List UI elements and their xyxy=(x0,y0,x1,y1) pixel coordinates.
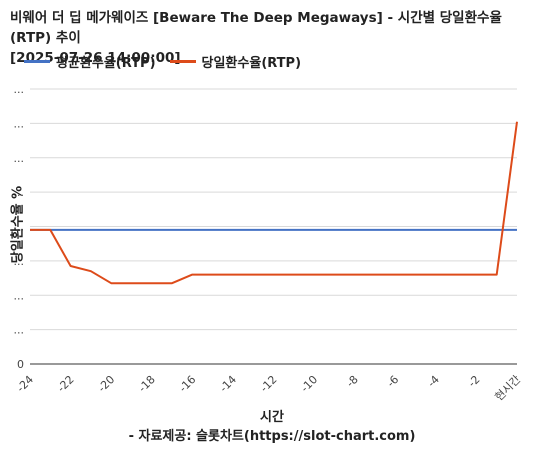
x-tick-label: -14 xyxy=(217,373,239,395)
x-tick-label: -22 xyxy=(55,373,77,395)
legend-label-daily: 당일환수율(RTP) xyxy=(201,56,302,71)
y-tick-label: 0 xyxy=(17,358,24,371)
y-tick-label: ... xyxy=(14,289,25,302)
y-tick-label: ... xyxy=(14,186,25,199)
x-tick-label: -18 xyxy=(136,373,158,395)
x-tick-label: -8 xyxy=(344,373,361,390)
legend: 평균환수율(RTP) 당일환수율(RTP) xyxy=(24,52,301,71)
x-tick-label: 현시간 xyxy=(492,373,523,404)
chart-subtitle: [2025-07-26 14:00:00] xyxy=(10,50,181,66)
y-tick-label: ... xyxy=(14,117,25,130)
legend-swatch-average xyxy=(24,60,50,63)
source-credit: - 자료제공: 슬롯차트(https://slot-chart.com) xyxy=(128,429,416,444)
y-tick-label: ... xyxy=(14,324,25,337)
legend-item-daily[interactable]: 당일환수율(RTP) xyxy=(169,52,302,71)
x-tick-label: -24 xyxy=(14,373,36,395)
y-tick-label: ... xyxy=(14,83,25,96)
chart-title-text: 비웨어 더 딥 메가웨이즈 [Beware The Deep Megaways]… xyxy=(10,10,502,46)
y-tick-label: ... xyxy=(14,255,25,268)
x-tick-label: -20 xyxy=(95,373,117,395)
chart-title: 비웨어 더 딥 메가웨이즈 [Beware The Deep Megaways]… xyxy=(10,8,540,68)
y-tick-label: ... xyxy=(14,221,25,234)
series-line-daily xyxy=(30,121,518,285)
x-tick-label: -6 xyxy=(384,373,401,390)
y-axis-label: 당일환수율 % xyxy=(10,185,26,264)
legend-item-average[interactable]: 평균환수율(RTP) xyxy=(24,52,156,71)
x-tick-label: -2 xyxy=(466,373,483,390)
legend-label-average: 평균환수율(RTP) xyxy=(56,56,156,71)
x-axis-label: 시간 xyxy=(260,410,284,425)
y-tick-label: ... xyxy=(14,152,25,165)
x-tick-label: -4 xyxy=(425,373,442,390)
x-tick-label: -16 xyxy=(177,373,199,395)
x-tick-label: -12 xyxy=(258,373,280,395)
legend-swatch-daily xyxy=(169,60,196,63)
x-tick-label: -10 xyxy=(298,373,320,395)
